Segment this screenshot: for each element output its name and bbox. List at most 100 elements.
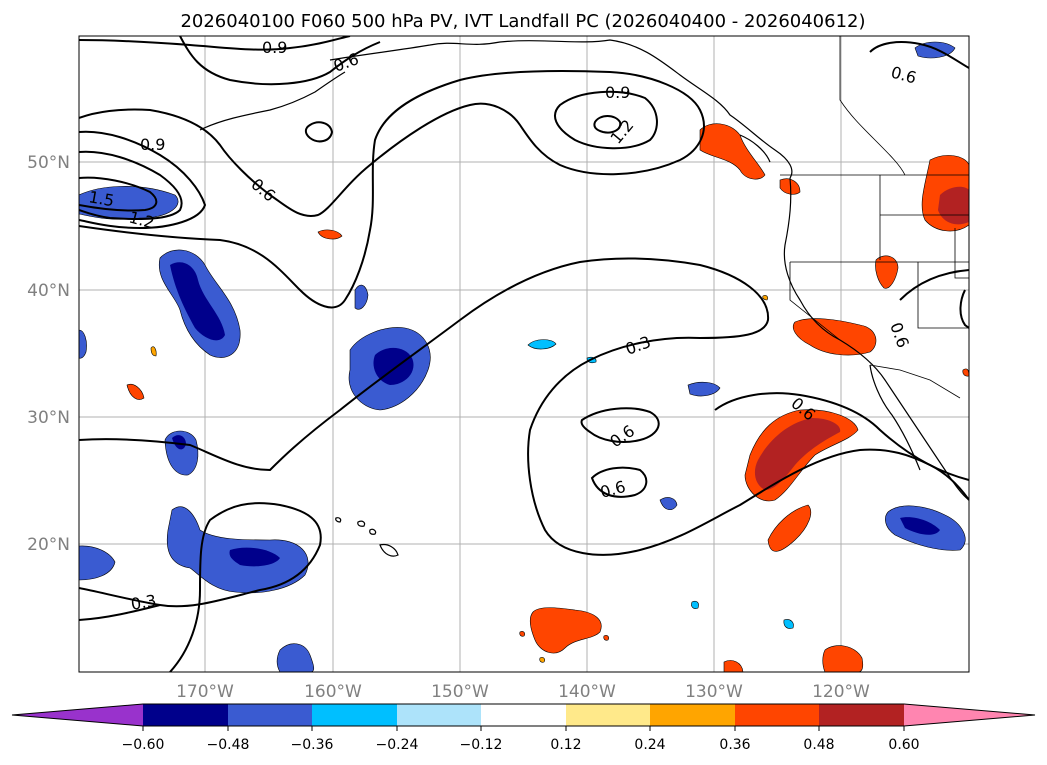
blue-blob-27n-172w bbox=[164, 430, 199, 476]
red-small-east-31n bbox=[962, 368, 969, 377]
contour-06-south-loop bbox=[580, 407, 660, 443]
blue-small-36n-139w bbox=[527, 339, 557, 350]
coastlines bbox=[199, 39, 969, 557]
colorbar-label-6: 0.12 bbox=[550, 737, 581, 753]
contour-03-big bbox=[79, 257, 969, 556]
contour-06-southeast bbox=[714, 392, 969, 481]
map-frame bbox=[78, 35, 970, 673]
lat-labels: 50°N 40°N 30°N 20°N bbox=[27, 153, 70, 555]
contour-03-southwest bbox=[79, 502, 322, 672]
colorbar-over-arrow bbox=[904, 704, 1035, 726]
red-blob-41n-118w bbox=[875, 255, 899, 289]
contour-label-15: 0.3 bbox=[129, 591, 157, 614]
colorbar-bin-9 bbox=[819, 704, 904, 726]
colorbar-label-2: −0.48 bbox=[207, 737, 250, 753]
colorbar-bin-2 bbox=[228, 704, 312, 726]
hawaii-4 bbox=[369, 528, 377, 535]
contour-06-north bbox=[179, 36, 381, 86]
contour-12-east-high bbox=[593, 115, 622, 134]
hawaii-2 bbox=[357, 520, 366, 527]
lon-label-120w: 120°W bbox=[812, 682, 870, 702]
contour-12-west-high bbox=[79, 150, 183, 221]
colorbar-label-8: 0.36 bbox=[719, 737, 750, 753]
contour-03-southwest-2 bbox=[79, 604, 161, 621]
blue-core-20n-165w bbox=[229, 547, 280, 567]
us-state-border-4 bbox=[789, 262, 841, 341]
blue-blob-20n-west bbox=[79, 545, 116, 581]
lat-label-20n: 20°N bbox=[27, 535, 70, 555]
lon-label-170w: 170°W bbox=[176, 682, 234, 702]
north-america-west-coast bbox=[783, 177, 969, 501]
red-small-36n-171w bbox=[150, 346, 157, 357]
blue-dot-2 bbox=[691, 600, 699, 609]
blue-core-40n-172w bbox=[170, 262, 225, 341]
lon-label-130w: 130°W bbox=[685, 682, 743, 702]
colorbar-label-10: 0.60 bbox=[888, 737, 919, 753]
contour-06-east-coast bbox=[899, 269, 969, 301]
lon-labels: 170°W 160°W 150°W 140°W 130°W 120°W bbox=[176, 682, 870, 702]
blue-small-23n-137w bbox=[659, 497, 678, 510]
lon-label-150w: 150°W bbox=[431, 682, 489, 702]
contour-small-loop bbox=[304, 121, 334, 143]
red-small-45n-160w bbox=[317, 229, 343, 240]
hawaii-1 bbox=[379, 543, 399, 557]
red-blob-50n-128w bbox=[699, 123, 766, 180]
blue-dot-3 bbox=[783, 619, 794, 629]
red-blob-15n-139w bbox=[529, 607, 602, 654]
red-core-27n-125w bbox=[754, 418, 841, 490]
alaska-coast bbox=[329, 39, 793, 179]
contour-06-northeast bbox=[869, 41, 969, 69]
colorbar-bin-4 bbox=[397, 704, 481, 726]
contour-09-east-high bbox=[554, 90, 658, 150]
vancouver-island bbox=[739, 134, 771, 163]
contour-06-west-high bbox=[79, 69, 705, 309]
colorbar-bin-7 bbox=[650, 704, 735, 726]
contour-06-south-loop-2 bbox=[590, 466, 648, 498]
blue-blob-south-165w bbox=[276, 643, 315, 672]
contour-06-east-small bbox=[959, 289, 969, 329]
lon-label-160w: 160°W bbox=[304, 682, 362, 702]
colorbar-label-5: −0.12 bbox=[460, 737, 503, 753]
contour-label-7: 1.5 bbox=[87, 187, 115, 210]
contour-15-west-high bbox=[79, 176, 158, 212]
positive-shading bbox=[126, 123, 969, 672]
map-panel: 0.9 0.6 0.9 1.2 0.6 0.9 1.5 1.2 0.6 0.6 … bbox=[78, 35, 970, 673]
contour-09-north bbox=[79, 36, 351, 51]
blue-small-32n-131w bbox=[687, 381, 721, 397]
colorbar-label-4: −0.24 bbox=[376, 737, 419, 753]
contour-label-1: 0.9 bbox=[262, 38, 287, 57]
colorbar-bin-8 bbox=[735, 704, 819, 726]
map-title: 2026040100 F060 500 hPa PV, IVT Landfall… bbox=[180, 11, 865, 32]
contour-label-3: 0.9 bbox=[605, 83, 630, 102]
colorbar-label-1: −0.60 bbox=[122, 737, 165, 753]
lon-label-140w: 140°W bbox=[558, 682, 616, 702]
blue-small-38n-160w bbox=[354, 284, 369, 310]
lat-label-50n: 50°N bbox=[27, 153, 70, 173]
us-state-border-6 bbox=[954, 228, 969, 279]
hawaii-3 bbox=[335, 517, 342, 523]
us-mexico-border bbox=[869, 364, 961, 399]
lat-label-40n: 40°N bbox=[27, 281, 70, 301]
red-blob-20n-125w bbox=[767, 504, 812, 552]
colorbar-label-7: 0.24 bbox=[634, 737, 665, 753]
red-blob-11n-128w bbox=[723, 660, 744, 672]
us-state-border-3 bbox=[917, 262, 969, 329]
red-dot-4 bbox=[603, 635, 609, 641]
blue-core-27n-172w bbox=[172, 435, 186, 450]
red-blob-12n-122w bbox=[822, 645, 864, 672]
colorbar-bin-1 bbox=[143, 704, 228, 726]
red-dot-2 bbox=[539, 657, 545, 663]
contour-09-west-high bbox=[79, 130, 207, 230]
red-small-33n-173w bbox=[126, 383, 145, 400]
blue-core-21n-118w bbox=[900, 517, 940, 535]
colorbar-label-3: −0.36 bbox=[291, 737, 334, 753]
colorbar-ticks bbox=[142, 726, 905, 731]
political-borders bbox=[780, 36, 969, 399]
alaska-border bbox=[839, 36, 906, 176]
colorbar: −0.60 −0.48 −0.36 −0.24 −0.12 0.12 0.24 … bbox=[11, 703, 1036, 753]
red-dot-1 bbox=[519, 631, 525, 637]
red-dot-3 bbox=[762, 295, 768, 301]
lat-label-30n: 30°N bbox=[27, 408, 70, 428]
contour-label-6: 0.9 bbox=[140, 135, 165, 154]
